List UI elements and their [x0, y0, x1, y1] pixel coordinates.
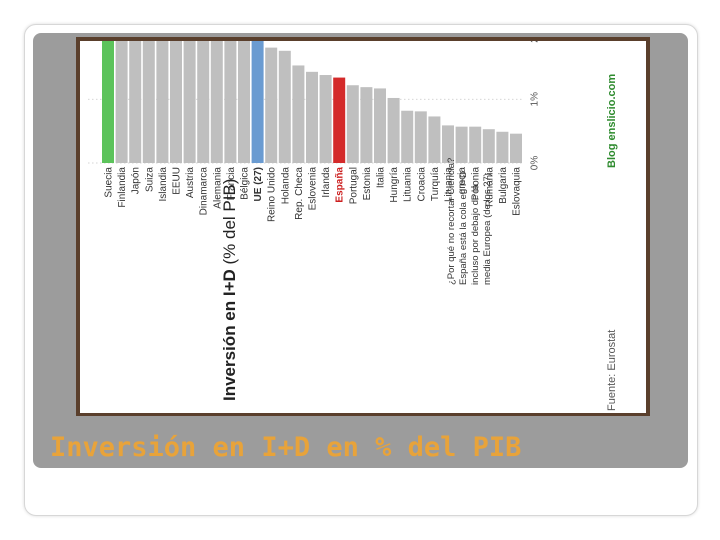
source-label: Fuente: Eurostat	[606, 330, 618, 411]
category-label: Irlanda	[321, 167, 332, 198]
bar	[156, 41, 169, 163]
category-label: Bulgaria	[498, 167, 509, 204]
bar	[238, 41, 250, 163]
category-label: Alemania	[212, 167, 223, 209]
category-label: Lituania	[403, 167, 414, 202]
annotation-line: España está la cola en I+D	[458, 171, 469, 285]
category-label: Rep. Checa	[294, 167, 305, 220]
bar	[129, 41, 142, 163]
category-label: Suecia	[104, 167, 115, 198]
slide-title: Inversión en I+D en % del PIB	[50, 432, 522, 463]
category-label: Reino Unido	[267, 167, 278, 222]
bar	[224, 41, 237, 163]
bar	[469, 126, 482, 163]
bar	[401, 110, 414, 163]
category-label: Croacia	[416, 167, 427, 202]
category-label: Estonia	[362, 167, 373, 201]
bar	[442, 125, 454, 163]
bar-chart: Suecia Finlandia Japón Suiza Islandia EEUU Aus…	[88, 41, 618, 411]
bar	[346, 85, 359, 163]
category-label-layer: Suecia Finlandia Japón Suiza Islandia EEUU Aus…	[104, 167, 523, 222]
chart-image: Suecia Finlandia Japón Suiza Islandia EEUU Aus…	[80, 41, 646, 413]
category-label: Portugal	[348, 167, 359, 204]
category-label: grecia	[457, 167, 468, 195]
annotation-line: media Europea (de los 27)	[482, 173, 493, 285]
bar	[510, 133, 522, 163]
bar	[251, 41, 264, 163]
annotation-line: incluso por debajo de la	[470, 184, 481, 285]
bar	[496, 131, 509, 163]
x-tick-label: 0%	[530, 156, 541, 171]
category-label: Austria	[185, 167, 196, 199]
bar	[319, 75, 332, 163]
bar	[278, 50, 291, 163]
category-label: Eslovaquia	[512, 167, 523, 216]
bar	[265, 47, 278, 163]
category-label: Italia	[376, 167, 387, 189]
category-label: Francia	[226, 167, 237, 201]
chart-title-bold: Inversión en I+D	[220, 269, 239, 401]
blog-label: Blog enslicio.com	[606, 74, 618, 168]
category-label: UE (27)	[253, 167, 264, 201]
category-label: EEUU	[172, 167, 183, 195]
bar	[102, 41, 114, 163]
bar	[306, 71, 318, 163]
bar-layer	[102, 41, 522, 163]
category-label: Turquía	[430, 167, 441, 202]
bar	[387, 97, 400, 163]
category-label: Holanda	[280, 167, 291, 205]
bar	[170, 41, 182, 163]
category-label: Hungría	[389, 167, 400, 203]
bar	[455, 126, 468, 163]
chart-title: Inversión en I+D (% del PIB)	[220, 179, 239, 402]
bar	[482, 129, 495, 163]
bar	[210, 41, 223, 163]
bar	[292, 65, 305, 163]
bar	[142, 41, 155, 163]
bar	[115, 41, 128, 163]
x-tick-label: 1%	[530, 92, 541, 107]
category-label: Bélgica	[240, 167, 251, 200]
bar	[197, 41, 210, 163]
category-label: Eslovenia	[308, 167, 319, 211]
category-label: Japón	[131, 167, 142, 194]
category-label: Polonia	[471, 167, 482, 201]
category-label: Finlandia	[117, 167, 128, 208]
bar	[333, 77, 346, 163]
annotation-layer: ¿Por qué no recortar Ciencia? España está…	[446, 158, 493, 285]
bar	[374, 88, 386, 163]
bar	[360, 87, 373, 163]
chart-title-rest: (% del PIB)	[220, 179, 239, 270]
chart-rotator: Suecia Finlandia Japón Suiza Islandia EEUU Aus…	[80, 41, 646, 413]
category-label: Lituania	[444, 167, 455, 202]
category-label: Islandia	[158, 167, 169, 202]
category-label: Rumania	[484, 167, 495, 207]
category-label: España	[335, 167, 346, 203]
bar	[428, 116, 441, 163]
bar	[414, 111, 427, 163]
annotation-line: ¿Por qué no recortar Ciencia?	[446, 158, 457, 285]
category-label: Suiza	[144, 167, 155, 192]
x-tick-label: 2%	[530, 41, 541, 43]
x-tick-layer: 0%1%2%3%4%	[530, 41, 541, 170]
category-label: Dinamarca	[199, 167, 210, 216]
bar	[183, 41, 196, 163]
